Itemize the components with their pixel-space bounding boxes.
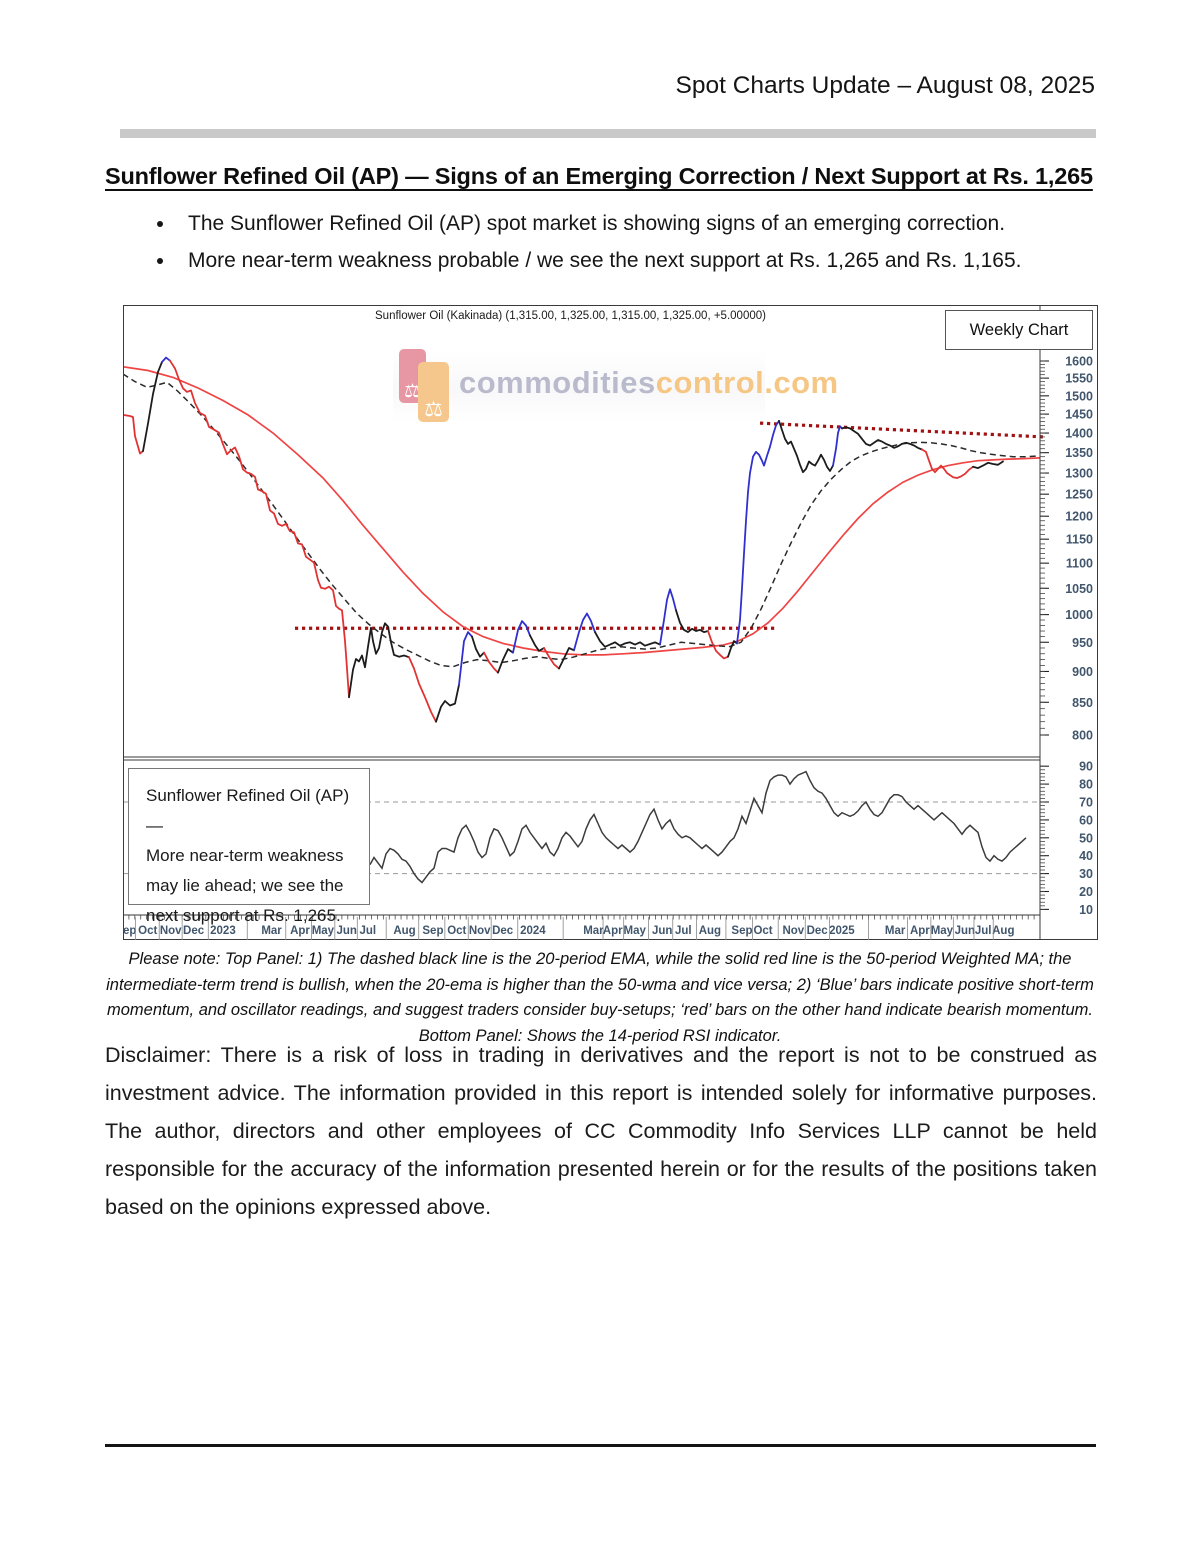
svg-text:Dec: Dec (807, 925, 829, 937)
svg-text:Oct: Oct (138, 925, 157, 937)
chart-footnote: Please note: Top Panel: 1) The dashed bl… (106, 950, 1094, 1045)
svg-text:20: 20 (1079, 885, 1093, 899)
svg-text:Apr: Apr (603, 925, 623, 937)
svg-text:1400: 1400 (1065, 427, 1093, 441)
svg-text:Mar: Mar (885, 925, 906, 937)
chart-canvas: 1600 1550 1500 1450 1400 1350 1300 1250 1200 1150… (123, 305, 1098, 940)
svg-text:Jun: Jun (955, 925, 975, 937)
svg-text:Sep: Sep (731, 925, 752, 937)
svg-text:900: 900 (1072, 665, 1093, 679)
svg-text:Aug: Aug (699, 925, 721, 937)
annotation-line: next support at Rs. 1,265. (146, 906, 341, 925)
svg-text:1200: 1200 (1065, 510, 1093, 524)
price-chart: 1600 1550 1500 1450 1400 1350 1300 1250 1200 1150… (123, 305, 1098, 940)
svg-text:Nov: Nov (469, 925, 491, 937)
svg-text:Dec: Dec (183, 925, 205, 937)
svg-text:1300: 1300 (1065, 467, 1093, 481)
disclaimer: Disclaimer: There is a risk of loss in t… (105, 1043, 1097, 1219)
svg-text:850: 850 (1072, 696, 1093, 710)
header-divider (120, 129, 1096, 138)
svg-text:800: 800 (1072, 729, 1093, 743)
svg-text:1000: 1000 (1065, 608, 1093, 622)
svg-text:70: 70 (1079, 796, 1093, 810)
svg-text:Oct: Oct (753, 925, 772, 937)
svg-text:1250: 1250 (1065, 488, 1093, 502)
svg-text:Apr: Apr (290, 925, 310, 937)
annotation-line: Sunflower Refined Oil (AP)— (146, 786, 350, 835)
svg-text:Nov: Nov (160, 925, 182, 937)
svg-text:Mar: Mar (261, 925, 282, 937)
svg-text:1100: 1100 (1066, 557, 1093, 571)
svg-text:10: 10 (1079, 903, 1093, 917)
annotation-line: More near-term weakness (146, 846, 344, 865)
watermark: ⚖ ⚖ commoditiescontrol.com (393, 341, 838, 427)
svg-text:Jul: Jul (975, 925, 992, 937)
svg-text:2023: 2023 (210, 925, 236, 937)
svg-text:Nov: Nov (782, 925, 804, 937)
svg-text:Sep: Sep (422, 925, 443, 937)
svg-text:Aug: Aug (393, 925, 415, 937)
svg-text:May: May (623, 925, 646, 937)
watermark-text-gray: commodities (459, 365, 656, 400)
svg-text:Mar: Mar (583, 925, 604, 937)
svg-text:Jul: Jul (360, 925, 377, 937)
svg-text:50: 50 (1079, 831, 1093, 845)
svg-text:May: May (931, 925, 954, 937)
svg-text:1600: 1600 (1065, 355, 1093, 369)
report-heading: Sunflower Refined Oil (AP) — Signs of an… (105, 163, 1093, 189)
svg-text:80: 80 (1079, 778, 1093, 792)
bullet-item: The Sunflower Refined Oil (AP) spot mark… (176, 212, 1126, 236)
svg-text:Jun: Jun (337, 925, 357, 937)
svg-text:60: 60 (1079, 813, 1093, 827)
svg-text:90: 90 (1079, 760, 1093, 774)
svg-text:1150: 1150 (1066, 533, 1093, 547)
svg-text:1550: 1550 (1065, 372, 1093, 386)
watermark-text-orange: control.com (655, 365, 839, 400)
svg-text:Oct: Oct (447, 925, 466, 937)
bullet-item: More near-term weakness probable / we se… (176, 249, 1126, 273)
scales-icon: ⚖ (418, 362, 449, 422)
summary-bullets: The Sunflower Refined Oil (AP) spot mark… (148, 212, 1126, 286)
svg-text:40: 40 (1079, 849, 1093, 863)
report-header: Spot Charts Update – August 08, 2025 (675, 72, 1095, 99)
svg-text:2024: 2024 (520, 925, 546, 937)
commoditiescontrol-logo: ⚖ ⚖ (399, 349, 461, 422)
svg-text:Dec: Dec (492, 925, 514, 937)
svg-text:950: 950 (1072, 636, 1093, 650)
svg-text:1500: 1500 (1065, 389, 1093, 403)
chart-annotation-box: Sunflower Refined Oil (AP)— More near-te… (128, 768, 370, 925)
svg-text:1050: 1050 (1065, 582, 1093, 596)
svg-text:1450: 1450 (1065, 408, 1093, 422)
chart-title: Sunflower Oil (Kakinada) (1,315.00, 1,32… (375, 310, 766, 322)
svg-text:Jun: Jun (652, 925, 672, 937)
svg-text:Jul: Jul (675, 925, 692, 937)
svg-text:30: 30 (1079, 867, 1093, 881)
svg-text:Aug: Aug (992, 925, 1014, 937)
svg-text:2025: 2025 (829, 925, 855, 937)
annotation-line: may lie ahead; we see the (146, 876, 344, 895)
weekly-chart-badge: Weekly Chart (945, 310, 1093, 350)
watermark-text: commoditiescontrol.com (459, 365, 839, 401)
bottom-rule (105, 1444, 1096, 1447)
svg-text:Apr: Apr (910, 925, 930, 937)
svg-text:May: May (312, 925, 335, 937)
svg-text:ep: ep (123, 925, 136, 937)
svg-text:1350: 1350 (1065, 446, 1093, 460)
